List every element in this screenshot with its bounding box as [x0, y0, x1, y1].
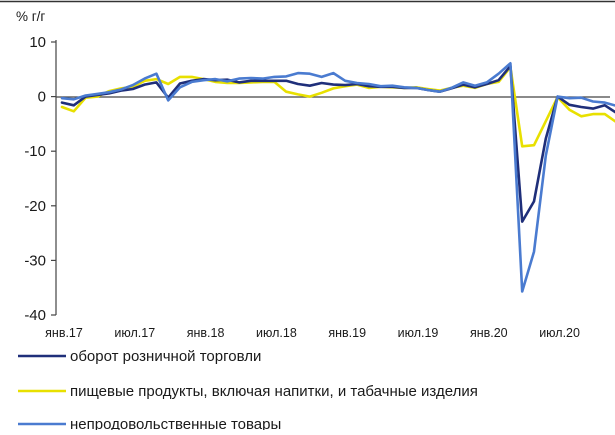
legend-label-food: пищевые продукты, включая напитки, и таб…	[70, 383, 478, 400]
legend-item-retail: оборот розничной торговли	[18, 348, 261, 365]
y-tick-label: 0	[38, 89, 46, 106]
series-line-retail	[60, 64, 615, 223]
series-line-nonfood	[60, 61, 615, 293]
x-axis-labels: янв.17 июл.17 янв.18 июл.18 янв.19 июл.19 янв.…	[45, 326, 580, 340]
series-lines	[60, 61, 615, 293]
x-tick-label: янв.19	[328, 326, 366, 340]
legend-item-nonfood: непродовольственные товары	[18, 416, 281, 433]
x-tick-label: янв.18	[187, 326, 225, 340]
series-line-food	[60, 65, 615, 148]
x-tick-label: янв.20	[470, 326, 508, 340]
x-tick-label: июл.19	[398, 326, 439, 340]
x-tick-label: июл.20	[539, 326, 580, 340]
y-tick-label: -40	[24, 307, 46, 324]
x-tick-label: янв.17	[45, 326, 83, 340]
legend-item-food: пищевые продукты, включая напитки, и таб…	[18, 383, 478, 400]
legend: оборот розничной торговли пищевые продук…	[18, 348, 478, 433]
y-unit-label: % г/г	[16, 9, 45, 24]
x-tick-label: июл.17	[114, 326, 155, 340]
legend-label-nonfood: непродовольственные товары	[70, 416, 281, 430]
y-tick-label: 10	[29, 34, 46, 51]
y-axis-ticks: 10 0 -10 -20 -30 -40	[24, 34, 56, 324]
y-tick-label: -10	[24, 143, 46, 160]
x-tick-label: июл.18	[256, 326, 297, 340]
legend-label-retail: оборот розничной торговли	[70, 348, 261, 365]
y-tick-label: -30	[24, 252, 46, 269]
y-tick-label: -20	[24, 198, 46, 215]
